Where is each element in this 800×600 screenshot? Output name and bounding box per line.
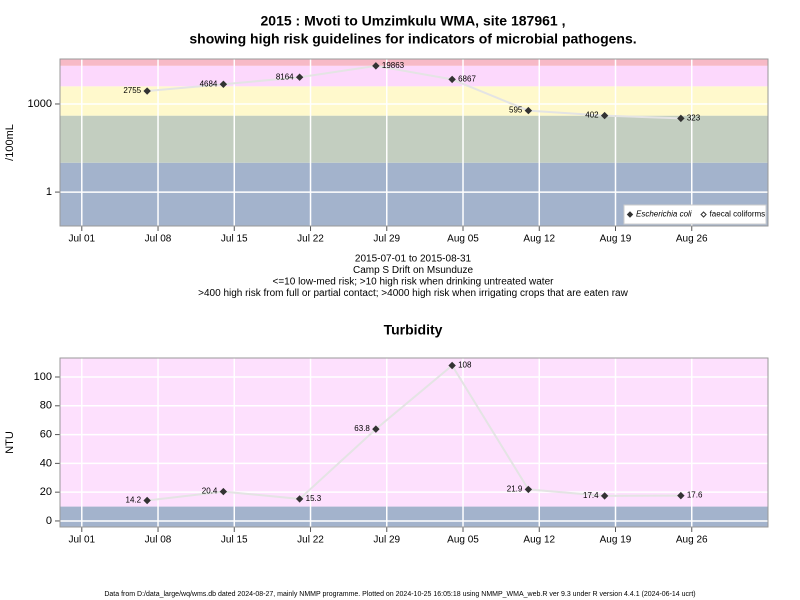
plot-frame xyxy=(59,58,769,227)
y-tick-label: 20 xyxy=(40,486,52,498)
data-label: 21.9 xyxy=(507,485,523,494)
series-line xyxy=(147,64,681,120)
data-point xyxy=(524,106,533,115)
x-tick-label: Jul 15 xyxy=(221,535,248,546)
risk-band xyxy=(60,59,768,66)
risk-band xyxy=(60,115,768,163)
data-point xyxy=(600,492,609,500)
y-tick-label: 60 xyxy=(40,428,52,440)
x-tick-label: Aug 19 xyxy=(600,234,632,245)
data-label: 4684 xyxy=(200,79,218,88)
x-tick-label: Aug 19 xyxy=(600,535,632,546)
y-tick-label: 0 xyxy=(46,515,52,527)
data-label: 19863 xyxy=(382,61,405,70)
chart-title: Turbidity xyxy=(384,322,443,338)
x-tick-label: Jul 01 xyxy=(68,234,95,245)
data-point xyxy=(219,487,228,496)
y-tick-label: 1000 xyxy=(28,98,52,110)
footer: Data from D:/data_large/wq/wms.db dated … xyxy=(104,591,695,598)
data-point xyxy=(295,73,304,81)
plot-frame xyxy=(59,357,769,528)
chart-note: 2015-07-01 to 2015-08-31 xyxy=(355,254,472,265)
x-tick-label: Jul 29 xyxy=(373,234,400,245)
y-tick-label: 80 xyxy=(40,400,52,412)
data-label: 15.3 xyxy=(306,494,322,503)
data-point xyxy=(448,75,456,84)
legend-label: faecal coliforms xyxy=(710,210,766,219)
data-label: 2755 xyxy=(123,86,141,95)
y-axis-label: NTU xyxy=(4,431,16,454)
x-tick-label: Aug 12 xyxy=(523,535,555,546)
chart-note: >400 high risk from full or partial cont… xyxy=(198,288,628,299)
data-label: 6867 xyxy=(458,75,476,84)
legend-marker xyxy=(700,211,707,218)
data-point xyxy=(295,495,304,503)
data-label: 323 xyxy=(687,114,701,123)
data-label: 8164 xyxy=(276,72,294,81)
x-tick-label: Jul 22 xyxy=(297,535,324,546)
x-tick-label: Aug 05 xyxy=(447,234,479,245)
data-label: 108 xyxy=(458,361,472,370)
y-tick-label: 100 xyxy=(34,371,52,383)
data-point xyxy=(448,361,456,370)
risk-band xyxy=(60,358,768,507)
x-tick-label: Jul 08 xyxy=(145,234,172,245)
x-tick-label: Jul 22 xyxy=(297,234,324,245)
data-label: 17.6 xyxy=(687,491,703,500)
y-tick-label: 40 xyxy=(40,457,52,469)
data-point xyxy=(372,425,380,433)
legend-box xyxy=(623,204,767,225)
chart-note: Camp S Drift on Msunduze xyxy=(353,265,473,276)
data-point xyxy=(677,114,685,123)
data-point xyxy=(600,111,609,120)
risk-band xyxy=(60,506,768,527)
data-label: 402 xyxy=(585,111,599,120)
chart-title: 2015 : Mvoti to Umzimkulu WMA, site 1879… xyxy=(261,13,566,29)
x-tick-label: Aug 26 xyxy=(676,234,708,245)
x-tick-label: Jul 01 xyxy=(68,535,95,546)
x-tick-label: Aug 05 xyxy=(447,535,479,546)
y-tick-label: 1 xyxy=(46,186,52,198)
x-tick-label: Jul 29 xyxy=(373,535,400,546)
x-tick-label: Aug 26 xyxy=(676,535,708,546)
legend-marker xyxy=(626,211,634,218)
chart-note: <=10 low-med risk; >10 high risk when dr… xyxy=(273,277,555,288)
data-point xyxy=(372,62,380,70)
data-point xyxy=(219,80,228,88)
risk-band xyxy=(60,86,768,116)
data-point xyxy=(143,496,151,505)
y-axis-label: /100mL xyxy=(4,124,16,161)
risk-band xyxy=(60,65,768,87)
data-point xyxy=(677,491,685,500)
data-point xyxy=(524,485,533,494)
data-label: 595 xyxy=(509,106,523,115)
series-line xyxy=(147,363,681,502)
x-tick-label: Aug 12 xyxy=(523,234,555,245)
chart-title: showing high risk guidelines for indicat… xyxy=(189,31,636,47)
data-point xyxy=(143,87,151,95)
data-label: 63.8 xyxy=(354,424,370,433)
x-tick-label: Jul 15 xyxy=(221,234,248,245)
data-label: 17.4 xyxy=(583,491,599,500)
data-label: 20.4 xyxy=(202,487,218,496)
x-tick-label: Jul 08 xyxy=(145,535,172,546)
legend-label: Escherichia coli xyxy=(636,210,692,219)
data-label: 14.2 xyxy=(126,496,142,505)
